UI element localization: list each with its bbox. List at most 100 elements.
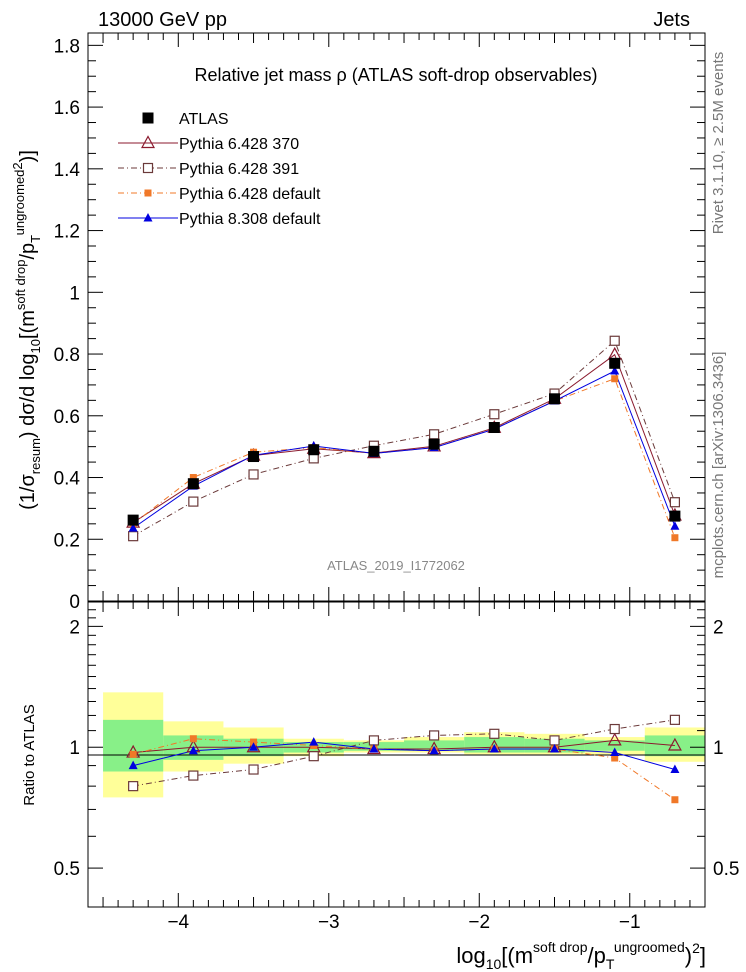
data-point [127,514,139,526]
main-panel-ticks: 0 0.2 0.4 0.6 0.8 1 1.2 1.4 1.6 1.8 [54,33,705,613]
y-tick-label: 1 [69,283,80,304]
main-panel-series-lines [132,339,676,538]
x-tick-label: −2 [468,912,490,933]
data-point [368,445,380,457]
series-line [132,353,676,524]
data-point [189,474,197,482]
legend-marker [140,135,156,149]
data-point [549,393,561,405]
ratio-panel-frame [87,601,706,908]
ratio-data-point [667,737,682,751]
header-right: Jets [653,9,690,31]
ratio-data-point [429,730,440,741]
side-label-rivet: Rivet 3.1.10, ≥ 2.5M events [710,52,727,235]
ratio-data-point [128,781,139,792]
series-line [132,370,676,529]
ratio-band-inner [644,735,705,757]
x-tick-labels: −4 −3 −2 −1 [167,912,640,933]
ratio-series-line [133,719,675,787]
y-tick-label: 1.6 [54,98,80,119]
ratio-data-point [309,737,319,746]
data-point [671,534,679,542]
ratio-data-point [368,735,380,746]
ratio-data-point [188,770,199,781]
ratio-data-point [128,760,138,770]
data-point [669,510,681,522]
data-point [248,469,259,480]
ratio-band-inner [584,740,645,751]
ratio-series-line [132,741,676,770]
ratio-data-point [250,738,258,746]
ratio-panel-markers [126,714,682,804]
y-tick-label: 1.2 [54,222,80,243]
ratio-data-point [129,750,137,758]
data-point [669,497,681,508]
x-tick-label: −3 [318,912,340,933]
data-point [128,523,138,532]
data-point [187,478,199,490]
ratio-data-point [189,735,197,743]
data-point [489,409,500,420]
legend-label: Pythia 8.308 default [179,211,321,228]
ratio-data-point [607,732,622,746]
ratio-y-tick-label-left: 2 [69,617,80,638]
ratio-panel-series-lines [132,719,676,801]
legend: ATLAS Pythia 6.428 370 Pythia 6.428 391 Pyt… [118,111,321,228]
plot-title: Relative jet mass ρ (ATLAS soft-drop obs… [194,65,597,85]
ratio-data-point [308,751,319,762]
y-tick-label: 0.2 [54,530,80,551]
legend-marker [144,189,152,197]
x-tick-label: −4 [167,912,189,933]
y-tick-label: 0.4 [54,469,81,490]
side-label-mcplots: mcplots.cern.ch [arXiv:1306.3436] [710,352,727,579]
legend-marker [142,112,154,124]
data-point [188,496,199,507]
data-point [670,521,680,530]
header-left: 13000 GeV pp [98,9,227,31]
y-tick-label: 0 [69,592,80,613]
ratio-data-point [550,743,560,753]
legend-marker [142,162,154,174]
ratio-data-point [246,739,261,753]
ratio-y-tick-label-right: 2 [713,617,724,638]
data-point [308,444,320,456]
analysis-watermark: ATLAS_2019_I1772062 [327,558,465,573]
data-point [429,429,440,440]
main-panel-markers [126,335,682,542]
ratio-band-inner [404,740,465,751]
ratio-y-axis-label: Ratio to ATLAS [21,704,38,805]
ratio-data-point [489,728,500,739]
ratio-data-point [188,745,198,755]
ratio-data-point [611,754,619,762]
data-point [610,366,620,375]
ratio-series-line [133,739,675,753]
x-tick-label: −1 [619,912,641,933]
legend-label: Pythia 6.428 370 [179,136,299,153]
legend-label: Pythia 6.428 default [179,186,321,203]
ratio-y-tick-label-right: 1 [713,738,724,759]
ratio-data-point [670,764,680,774]
y-tick-label: 1.4 [54,160,81,181]
data-point [428,438,440,450]
data-point [609,357,621,369]
data-point [248,451,260,463]
ratio-y-tick-label-left: 1 [69,738,80,759]
data-point [611,375,619,383]
legend-label: Pythia 6.428 391 [179,161,299,178]
y-tick-label: 1.8 [54,36,80,57]
ratio-data-point [249,742,259,751]
ratio-data-point [549,735,560,746]
ratio-data-point [248,764,259,775]
series-line [132,378,676,538]
data-point [609,335,620,346]
legend-marker [143,213,153,222]
main-panel-frame [87,32,706,602]
ratio-data-point [610,747,620,757]
y-tick-label: 0.8 [54,345,80,366]
data-point [128,531,139,542]
main-y-axis-label: (1/σresum) dσ/d log10[(msoft drop/pTungr… [10,150,43,510]
ratio-y-tick-label-right: 0.5 [713,859,739,880]
ratio-data-point [369,743,379,753]
ratio-data-point [489,743,499,753]
